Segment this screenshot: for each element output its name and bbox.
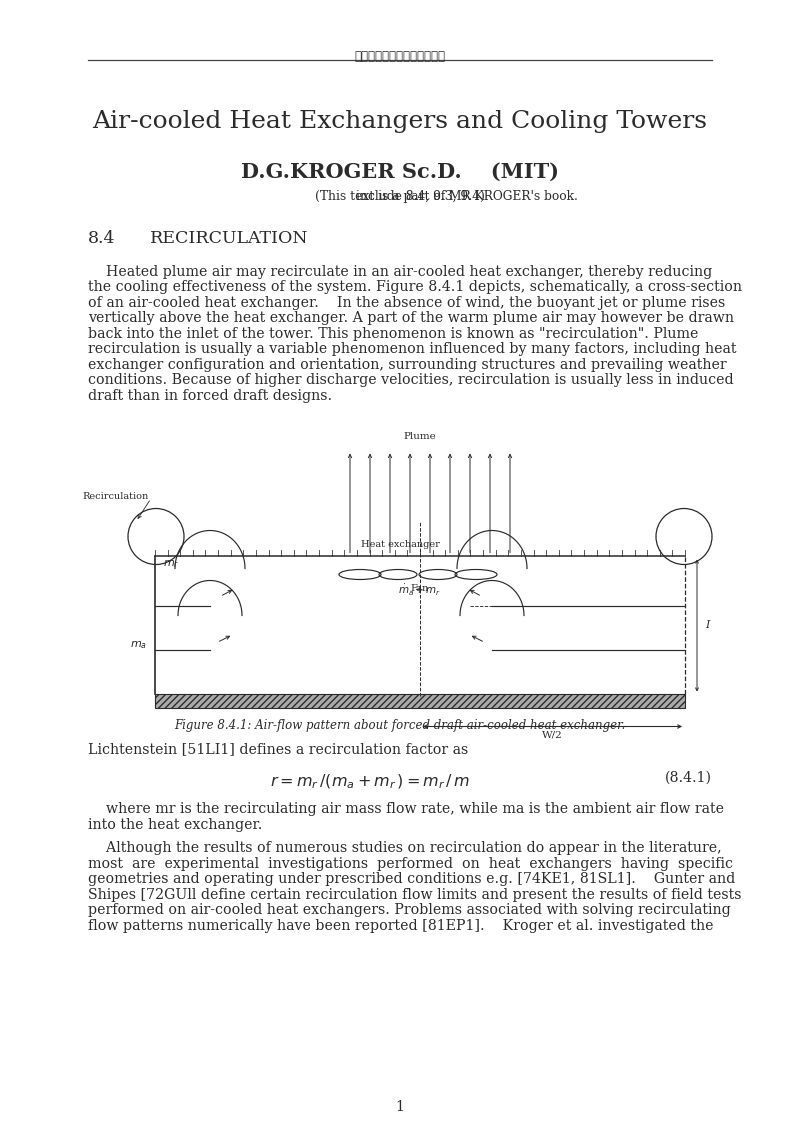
Text: performed on air-cooled heat exchangers. Problems associated with solving recirc: performed on air-cooled heat exchangers.…	[88, 903, 730, 918]
Text: Heat exchanger: Heat exchanger	[361, 540, 439, 549]
Text: Air-cooled Heat Exchangers and Cooling Towers: Air-cooled Heat Exchangers and Cooling T…	[93, 110, 707, 132]
Text: (This text is a part of MR KROGER's book.: (This text is a part of MR KROGER's book…	[315, 190, 578, 203]
Text: Fan: Fan	[411, 584, 429, 593]
Text: Figure 8.4.1: Air-flow pattern about forced draft air-cooled heat exchanger.: Figure 8.4.1: Air-flow pattern about for…	[174, 720, 626, 732]
Text: vertically above the heat exchanger. A part of the warm plume air may however be: vertically above the heat exchanger. A p…	[88, 311, 734, 326]
Text: W/2: W/2	[542, 730, 563, 739]
Text: exchanger configuration and orientation, surrounding structures and prevailing w: exchanger configuration and orientation,…	[88, 358, 726, 372]
Text: $\dot{m}_{a}+m_r$: $\dot{m}_{a}+m_r$	[398, 583, 442, 599]
Text: I: I	[705, 620, 710, 631]
Text: Lichtenstein [51LI1] defines a recirculation factor as: Lichtenstein [51LI1] defines a recircula…	[88, 743, 468, 756]
Text: include 8.4, 9.3, 9.4): include 8.4, 9.3, 9.4)	[356, 190, 485, 203]
Text: $m_a$: $m_a$	[130, 640, 147, 651]
Text: Shipes [72GUll define certain recirculation flow limits and present the results : Shipes [72GUll define certain recirculat…	[88, 887, 742, 902]
Text: draft than in forced draft designs.: draft than in forced draft designs.	[88, 389, 332, 403]
Text: back into the inlet of the tower. This phenomenon is known as "recirculation". P: back into the inlet of the tower. This p…	[88, 327, 698, 341]
Text: conditions. Because of higher discharge velocities, recirculation is usually les: conditions. Because of higher discharge …	[88, 374, 734, 387]
Text: Plume: Plume	[404, 432, 436, 441]
Text: flow patterns numerically have been reported [81EP1].    Kroger et al. investiga: flow patterns numerically have been repo…	[88, 919, 714, 933]
Text: 8.4: 8.4	[88, 230, 115, 247]
Text: RECIRCULATION: RECIRCULATION	[150, 230, 309, 247]
Text: $r = m_r\,/(m_a + m_r\,) = m_r\,/\,m$: $r = m_r\,/(m_a + m_r\,) = m_r\,/\,m$	[270, 772, 470, 791]
Text: where mr is the recirculating air mass flow rate, while ma is the ambient air fl: where mr is the recirculating air mass f…	[88, 803, 724, 816]
Text: most  are  experimental  investigations  performed  on  heat  exchangers  having: most are experimental investigations per…	[88, 857, 733, 871]
Text: 内蒙古工业大学本科毕业论文: 内蒙古工业大学本科毕业论文	[354, 50, 446, 63]
Text: recirculation is usually a variable phenomenon influenced by many factors, inclu: recirculation is usually a variable phen…	[88, 343, 737, 357]
Bar	[155, 695, 685, 709]
Text: Although the results of numerous studies on recirculation do appear in the liter: Although the results of numerous studies…	[88, 841, 722, 856]
Text: 1: 1	[395, 1100, 405, 1114]
Text: into the heat exchanger.: into the heat exchanger.	[88, 818, 262, 832]
Text: Heated plume air may recirculate in an air-cooled heat exchanger, thereby reduci: Heated plume air may recirculate in an a…	[88, 265, 712, 278]
Text: (8.4.1): (8.4.1)	[665, 771, 712, 784]
Text: of an air-cooled heat exchanger.    In the absence of wind, the buoyant jet or p: of an air-cooled heat exchanger. In the …	[88, 295, 726, 310]
Text: Recirculation: Recirculation	[82, 492, 149, 501]
Text: D.G.KROGER Sc.D.    (MIT): D.G.KROGER Sc.D. (MIT)	[241, 162, 559, 182]
Text: $m_r$: $m_r$	[163, 558, 179, 571]
Text: geometries and operating under prescribed conditions e.g. [74KE1, 81SL1].    Gun: geometries and operating under prescribe…	[88, 873, 735, 886]
Text: the cooling effectiveness of the system. Figure 8.4.1 depicts, schematically, a : the cooling effectiveness of the system.…	[88, 281, 742, 294]
